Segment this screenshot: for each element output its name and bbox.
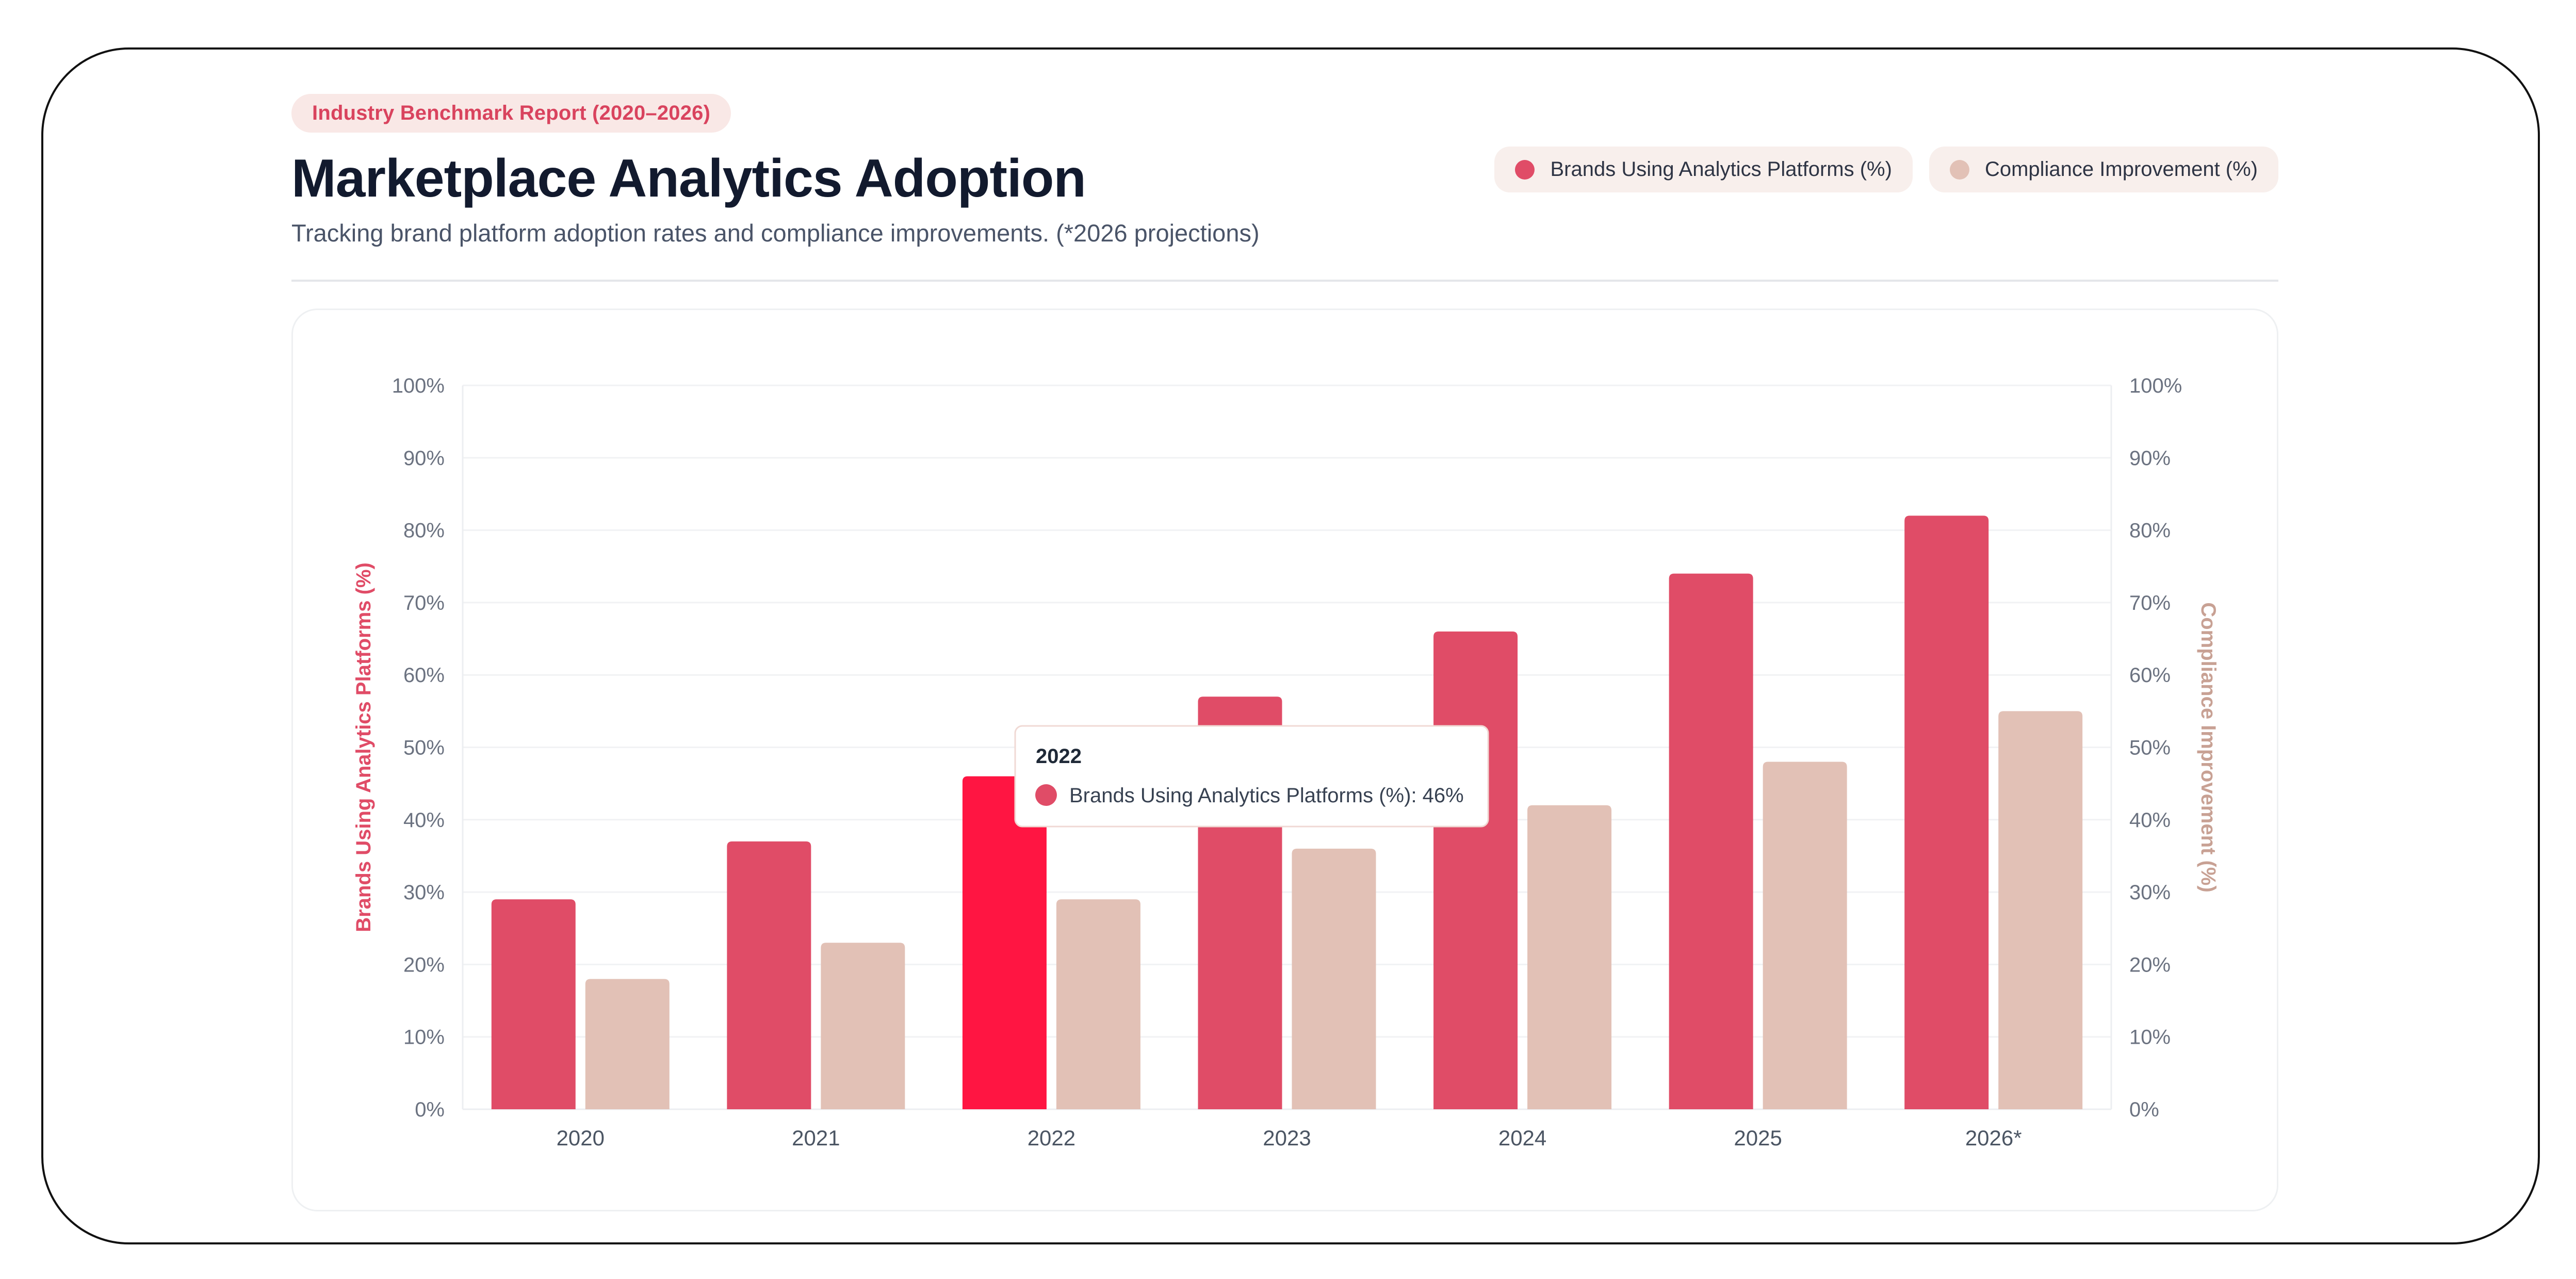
y-left-tick-label: 50% [403, 737, 445, 759]
legend-swatch-compliance [1949, 159, 1969, 180]
y-right-tick-label: 70% [2129, 592, 2171, 614]
y-left-tick-label: 40% [403, 809, 445, 832]
bar-chart: 0% 0% 10% 10% 20% 20% 30% 30% 40% 40% 50% 50% 60% 60%… [352, 375, 2220, 1150]
y-right-tick-label: 60% [2129, 664, 2171, 687]
bar-compliance-2025 [1763, 762, 1847, 1109]
bar-analytics-2024 [1433, 632, 1518, 1109]
chart-card: 0% 0% 10% 10% 20% 20% 30% 30% 40% 40% 50% 50% 60% 60%… [291, 309, 2278, 1211]
bar-compliance-2026 [1998, 711, 2083, 1109]
y-left-tick-label: 0% [415, 1098, 445, 1121]
y-right-tick-label: 0% [2129, 1098, 2159, 1121]
legend-swatch-analytics [1515, 159, 1535, 180]
y-left-tick-label: 90% [403, 447, 445, 469]
y-right-tick-label: 30% [2129, 881, 2171, 904]
report-badge: Industry Benchmark Report (2020–2026) [291, 94, 731, 133]
legend-label-compliance: Compliance Improvement (%) [1984, 158, 2258, 181]
y-right-tick-label: 90% [2129, 447, 2171, 469]
page-subtitle: Tracking brand platform adoption rates a… [291, 219, 1260, 247]
tooltip-swatch [1035, 784, 1057, 806]
y-right-tick-label: 20% [2129, 953, 2171, 976]
tooltip-box [1014, 725, 1489, 828]
bar-compliance-2022 [1056, 899, 1140, 1109]
legend-item-compliance[interactable]: Compliance Improvement (%) [1929, 147, 2278, 192]
y-left-tick-label: 80% [403, 520, 445, 542]
bar-analytics-2021 [727, 841, 811, 1109]
x-tick-label: 2021 [792, 1126, 840, 1150]
tooltip-title: 2022 [1036, 745, 1082, 768]
bar-compliance-2021 [821, 943, 905, 1109]
bar-compliance-2024 [1527, 805, 1612, 1109]
y-right-axis-title: Compliance Improvement (%) [2197, 602, 2220, 892]
y-right-tick-label: 40% [2129, 809, 2171, 832]
y-left-tick-label: 10% [403, 1026, 445, 1049]
legend-label-analytics: Brands Using Analytics Platforms (%) [1550, 158, 1892, 181]
y-right-tick-label: 80% [2129, 520, 2171, 542]
x-tick-label: 2020 [557, 1126, 605, 1150]
page-title: Marketplace Analytics Adoption [291, 149, 1086, 208]
x-tick-label: 2023 [1263, 1126, 1311, 1150]
x-tick-label: 2026* [1965, 1126, 2022, 1150]
report-header: Industry Benchmark Report (2020–2026) Ma… [291, 94, 2278, 282]
bar-compliance-2023 [1292, 848, 1376, 1109]
y-left-axis-title: Brands Using Analytics Platforms (%) [352, 562, 375, 932]
bar-compliance-2020 [585, 979, 670, 1109]
bar-analytics-2022 [962, 776, 1047, 1109]
bar-analytics-2026 [1904, 515, 1989, 1109]
x-tick-label: 2025 [1734, 1126, 1782, 1150]
x-tick-label: 2024 [1498, 1126, 1546, 1150]
y-left-tick-label: 100% [392, 375, 445, 397]
y-left-tick-label: 20% [403, 953, 445, 976]
y-left-tick-label: 70% [403, 592, 445, 614]
y-left-tick-label: 30% [403, 881, 445, 904]
tooltip-text: Brands Using Analytics Platforms (%): 46… [1069, 784, 1464, 807]
y-right-tick-label: 100% [2129, 375, 2182, 397]
chart-legend: Brands Using Analytics Platforms (%) Com… [1494, 147, 2278, 192]
y-right-tick-label: 10% [2129, 1026, 2171, 1049]
bar-analytics-2020 [491, 899, 576, 1109]
legend-item-analytics[interactable]: Brands Using Analytics Platforms (%) [1494, 147, 1913, 192]
bar-analytics-2025 [1669, 573, 1753, 1109]
x-tick-label: 2022 [1028, 1126, 1075, 1150]
y-right-tick-label: 50% [2129, 737, 2171, 759]
y-left-tick-label: 60% [403, 664, 445, 687]
header-divider [291, 280, 2278, 282]
